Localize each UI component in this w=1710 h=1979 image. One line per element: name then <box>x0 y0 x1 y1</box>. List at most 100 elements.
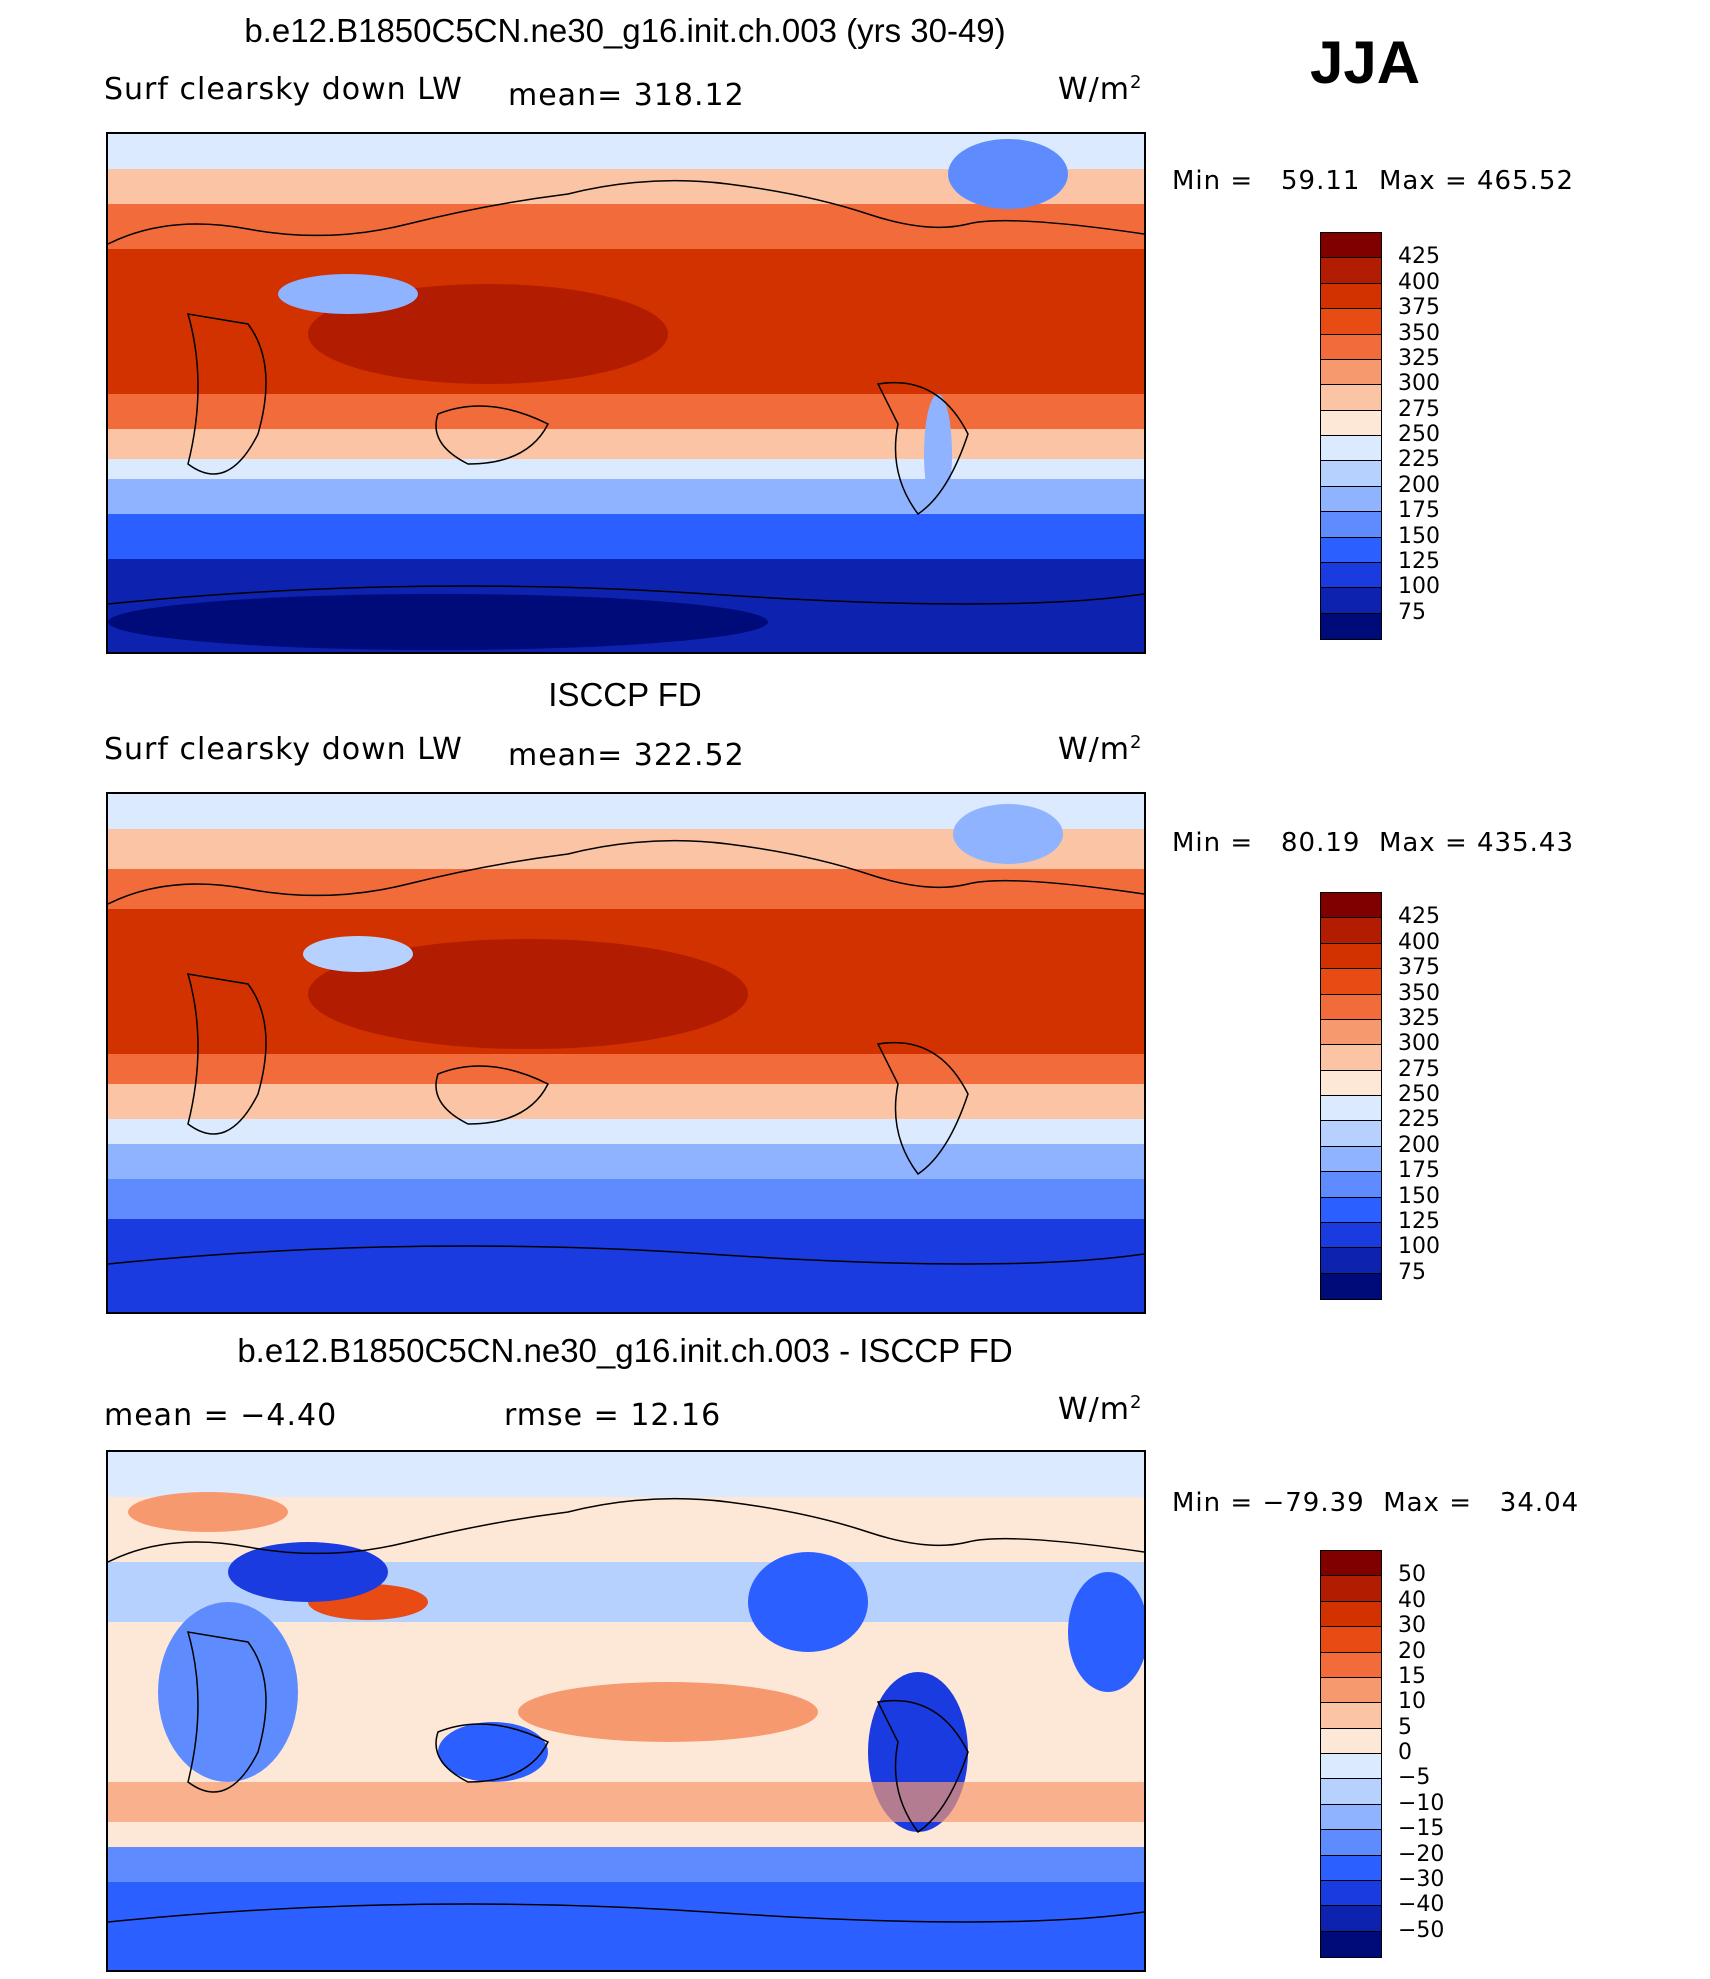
colorbar-swatch <box>1321 309 1381 335</box>
panel3-pacific-positive <box>518 1682 818 1742</box>
colorbar-swatch <box>1321 1146 1381 1173</box>
panel1-band-nh-warm <box>108 204 1144 254</box>
colorbar-tick-label: 200 <box>1398 1132 1440 1158</box>
panel3-atlantic-negative <box>1068 1572 1144 1692</box>
panel3-europe-positive <box>128 1492 288 1532</box>
colorbar-tick-label: 275 <box>1398 396 1440 422</box>
panel3-title: b.e12.B1850C5CN.ne30_g16.init.ch.003 - I… <box>237 1332 1013 1369</box>
panel2-variable-label: Surf clearsky down LW <box>104 732 463 767</box>
panel3-mexico-negative <box>748 1552 868 1652</box>
colorbar-swatch <box>1321 1576 1381 1602</box>
colorbar-swatch <box>1321 1551 1381 1577</box>
panel2-band-sh-cold <box>108 1144 1144 1184</box>
colorbar-tick-label: −40 <box>1398 1892 1445 1918</box>
panel3-units: W/m2 <box>1058 1392 1142 1427</box>
colorbar-tick-label: 425 <box>1398 904 1440 930</box>
colorbar-tick-label: 400 <box>1398 929 1440 955</box>
colorbar-tick-label: 300 <box>1398 371 1440 397</box>
panel1-band-sh-mid <box>108 429 1144 464</box>
colorbar-tick-label: 150 <box>1398 523 1440 549</box>
panel3-southern-ocean-band <box>108 1847 1144 1887</box>
colorbar-tick-label: 75 <box>1398 599 1426 625</box>
panel3-africa-negative <box>158 1602 298 1782</box>
colorbar-swatch <box>1321 1804 1381 1831</box>
colorbar-swatch <box>1321 537 1381 563</box>
panel2-band-southern-ocean <box>108 1179 1144 1224</box>
colorbar-tick-label: 200 <box>1398 472 1440 498</box>
colorbar-swatch <box>1321 1754 1381 1780</box>
colorbar-swatch <box>1321 1703 1381 1729</box>
panel3-sh-positive-band <box>108 1782 1144 1822</box>
colorbar-tick-label: −15 <box>1398 1816 1445 1842</box>
panel1-band-sh-warm <box>108 394 1144 434</box>
colorbar-tick-label: 375 <box>1398 295 1440 321</box>
colorbar-tick-label: 400 <box>1398 269 1440 295</box>
panel2-title: ISCCP FD <box>548 676 702 713</box>
colorbar-tick-label: 275 <box>1398 1056 1440 1082</box>
colorbar-swatch <box>1321 613 1381 639</box>
colorbar-tick-label: 350 <box>1398 980 1440 1006</box>
panel1-variable-label: Surf clearsky down LW <box>104 72 463 107</box>
colorbar-swatch <box>1321 562 1381 589</box>
panel3-map-svg <box>108 1452 1144 1970</box>
panel1-colorbar-labels: 425 400 375 350 325 300 275 250 225 200 175 150 125 1… <box>1398 232 1478 640</box>
panel1-units-sup: 2 <box>1130 72 1143 93</box>
colorbar-swatch <box>1321 1906 1381 1932</box>
panel3-min-max: Min = −79.39 Max = 34.04 <box>1172 1488 1580 1518</box>
panel1-map <box>106 132 1146 654</box>
colorbar-swatch <box>1321 1019 1381 1046</box>
colorbar-swatch <box>1321 1677 1381 1704</box>
colorbar-swatch <box>1321 1728 1381 1754</box>
panel2-greenland <box>953 804 1063 864</box>
colorbar-tick-label: 30 <box>1398 1613 1426 1639</box>
colorbar-tick-label: 100 <box>1398 1234 1440 1260</box>
colorbar-tick-label: 75 <box>1398 1259 1426 1285</box>
colorbar-tick-label: −5 <box>1398 1765 1431 1791</box>
colorbar-swatch <box>1321 994 1381 1020</box>
colorbar-swatch <box>1321 1197 1381 1223</box>
colorbar-swatch <box>1321 1652 1381 1678</box>
colorbar-tick-label: 20 <box>1398 1638 1426 1664</box>
colorbar-swatch <box>1321 334 1381 360</box>
colorbar-swatch <box>1321 436 1381 462</box>
panel1-title: b.e12.B1850C5CN.ne30_g16.init.ch.003 (yr… <box>244 12 1006 49</box>
panel2-units-sup: 2 <box>1130 732 1143 753</box>
panel1-warm-pool <box>308 284 668 384</box>
colorbar-swatch <box>1321 1779 1381 1805</box>
colorbar-swatch <box>1321 512 1381 538</box>
colorbar-swatch <box>1321 943 1381 970</box>
panel1-mean-label: mean= 318.12 <box>508 78 745 113</box>
colorbar-swatch <box>1321 233 1381 259</box>
colorbar-swatch <box>1321 1855 1381 1881</box>
colorbar-swatch <box>1321 1880 1381 1907</box>
colorbar-tick-label: 225 <box>1398 1107 1440 1133</box>
colorbar-swatch <box>1321 461 1381 487</box>
colorbar-swatch <box>1321 1931 1381 1957</box>
panel3-asia-negative <box>228 1542 388 1602</box>
panel2-band-nh-warm <box>108 869 1144 914</box>
panel3-rmse-label: rmse = 12.16 <box>504 1398 722 1433</box>
panel1-greenland <box>948 139 1068 209</box>
panel3-units-text: W/m <box>1058 1392 1130 1427</box>
colorbar-tick-label: −10 <box>1398 1790 1445 1816</box>
panel1-units-text: W/m <box>1058 72 1130 107</box>
colorbar-tick-label: 5 <box>1398 1714 1412 1740</box>
panel3-map <box>106 1450 1146 1972</box>
colorbar-tick-label: −30 <box>1398 1866 1445 1892</box>
season-label: JJA <box>1310 29 1421 96</box>
panel1-map-svg <box>108 134 1144 652</box>
colorbar-tick-label: 10 <box>1398 1689 1426 1715</box>
colorbar-tick-label: 0 <box>1398 1740 1412 1765</box>
colorbar-tick-label: 125 <box>1398 1208 1440 1234</box>
colorbar-tick-label: 125 <box>1398 548 1440 574</box>
colorbar-swatch <box>1321 1830 1381 1856</box>
colorbar-tick-label: 300 <box>1398 1031 1440 1057</box>
panel1-band-sh-cold <box>108 479 1144 519</box>
panel2-coastlines <box>108 839 1144 1265</box>
colorbar-swatch <box>1321 283 1381 310</box>
colorbar-swatch <box>1321 1121 1381 1147</box>
colorbar-swatch <box>1321 1222 1381 1249</box>
panel2-band-sh-warm <box>108 1054 1144 1089</box>
colorbar-swatch <box>1321 486 1381 513</box>
panel3-arctic-band <box>108 1452 1144 1497</box>
